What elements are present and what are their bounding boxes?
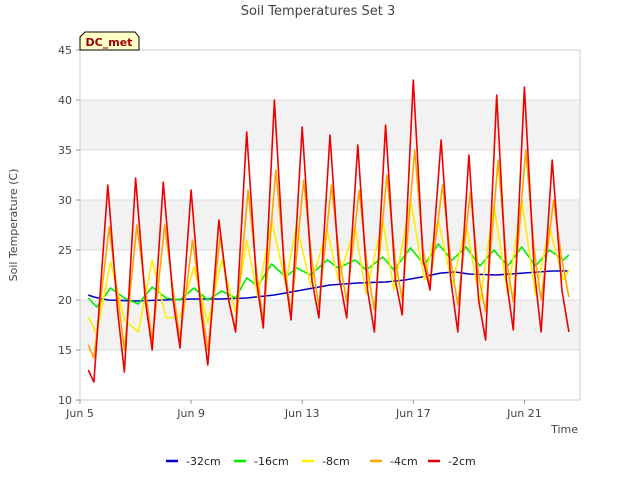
x-tick-label: Jun 17 [395,407,431,420]
y-axis-label: Soil Temperature (C) [7,169,20,282]
legend-item-16cm: -16cm [234,455,289,468]
legend-label: -4cm [390,455,418,468]
legend-item-4cm: -4cm [370,455,418,468]
y-tick-label: 10 [58,394,72,407]
y-tick-label: 30 [58,194,72,207]
legend-label: -16cm [254,455,289,468]
x-tick-label: Jun 13 [284,407,320,420]
y-tick-label: 15 [58,344,72,357]
series-layer [87,79,570,383]
plot-area [80,50,580,400]
badge-label: DC_met [86,36,133,49]
legend-label: -8cm [322,455,350,468]
x-tick-label: Jun 5 [65,407,94,420]
series-line-2cm [87,79,570,383]
x-tick-label: Jun 9 [176,407,205,420]
y-tick-label: 45 [58,44,72,57]
y-tick-label: 25 [58,244,72,257]
legend-label: -2cm [448,455,476,468]
y-tick-label: 35 [58,144,72,157]
badge-shape [79,31,140,51]
legend-label: -32cm [186,455,221,468]
y-axis-ticks: 10 15 20 25 30 35 40 45 [58,44,80,407]
y-tick-label: 20 [58,294,72,307]
chart-title: Soil Temperatures Set 3 [241,4,396,19]
station-badge: DC_met [79,31,140,51]
x-axis-ticks: Jun 5 Jun 9 Jun 13 Jun 17 Jun 21 [65,400,542,420]
plot-border [79,49,581,401]
y-tick-label: 40 [58,94,72,107]
series-line-16cm [87,243,570,308]
x-tick-label: Jun 21 [506,407,542,420]
legend-item-8cm: -8cm [302,455,350,468]
legend: -32cm -16cm -8cm -4cm -2cm [166,455,476,468]
legend-item-32cm: -32cm [166,455,221,468]
x-axis-label: Time [550,423,578,436]
legend-item-2cm: -2cm [428,455,476,468]
